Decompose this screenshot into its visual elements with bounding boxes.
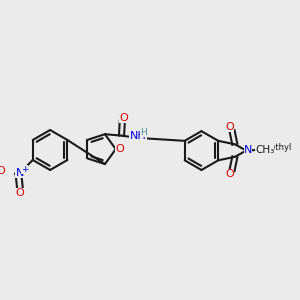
Text: H: H [140, 128, 147, 137]
Text: NH: NH [130, 131, 146, 142]
Text: O: O [225, 122, 234, 132]
Text: O: O [225, 169, 234, 179]
Text: CH₃: CH₃ [255, 145, 274, 155]
Text: methyl: methyl [262, 143, 292, 152]
Text: N: N [16, 168, 24, 178]
Text: O: O [0, 166, 5, 176]
Text: O: O [16, 188, 25, 198]
Text: +: + [21, 165, 28, 174]
Text: O: O [115, 144, 124, 154]
Text: O: O [119, 113, 128, 123]
Text: N: N [244, 145, 252, 155]
